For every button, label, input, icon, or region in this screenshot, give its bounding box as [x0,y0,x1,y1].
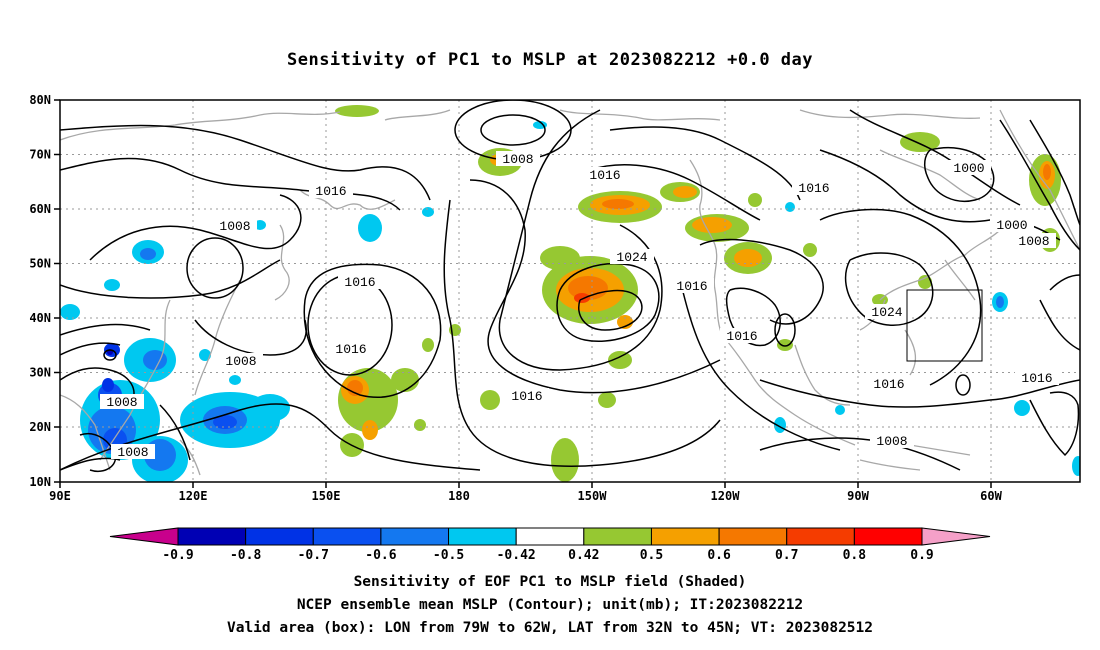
colorbar-label: 0.7 [775,548,798,563]
lon-label: 90E [49,489,71,503]
colorbar-swatch [515,527,585,546]
svg-text:1008: 1008 [219,219,250,234]
colorbar-label: 0.5 [640,548,663,563]
map-title: Sensitivity of PC1 to MSLP at 2023082212… [286,50,813,70]
svg-text:1008: 1008 [106,395,137,410]
contour-label: 1008 [111,444,155,460]
lon-label: 90W [847,489,869,503]
colorbar-left-arrow [109,527,179,546]
colorbar-label: -0.8 [230,548,261,563]
lon-label: 180 [448,489,470,503]
lat-label: 50N [29,257,51,271]
colorbar-swatch [650,527,720,546]
svg-text:1008: 1008 [502,152,533,167]
colorbar-swatch [245,527,314,546]
contour-labels: 1008 1016 1008 1008 1016 1016 1008 1008 … [100,151,1059,460]
svg-text:1016: 1016 [335,342,366,357]
svg-text:1016: 1016 [1021,371,1052,386]
colorbar: -0.9 -0.8 -0.7 -0.6 -0.5 -0.42 0.42 0.5 0.6 0.7 0.… [109,527,991,563]
svg-text:1016: 1016 [344,275,375,290]
colorbar-label: -0.7 [298,548,329,563]
colorbar-label: 0.42 [568,548,599,563]
colorbar-swatch [448,527,517,546]
contour-label: 1008 [496,151,540,167]
contour-label: 1008 [870,433,914,449]
contour-label: 1008 [213,218,257,234]
svg-text:1016: 1016 [798,181,829,196]
svg-text:1008: 1008 [1018,234,1049,249]
coastlines [60,109,1080,476]
longitude-labels: 90E 120E 150E 180 150W 120W 90W 60W [49,489,1002,503]
svg-text:1008: 1008 [876,434,907,449]
lon-label: 120W [711,489,741,503]
contour-label: 1016 [329,341,373,357]
lat-label: 40N [29,311,51,325]
sensitivity-shading [60,105,1080,482]
svg-text:1016: 1016 [676,279,707,294]
lon-label: 150E [312,489,341,503]
colorbar-swatch [380,527,450,546]
contour-label: 1000 [990,217,1034,233]
colorbar-label: -0.9 [162,548,193,563]
svg-text:1000: 1000 [996,218,1027,233]
colorbar-swatch [177,527,247,546]
contour-label: 1016 [670,278,714,294]
colorbar-label: -0.42 [497,548,536,563]
lat-label: 20N [29,420,51,434]
colorbar-label: 0.9 [910,548,933,563]
colorbar-label: 0.6 [707,548,731,563]
lat-label: 60N [29,202,51,216]
contour-label: 1024 [865,304,909,320]
svg-text:1016: 1016 [589,168,620,183]
svg-text:1024: 1024 [871,305,902,320]
contour-label: 1008 [100,394,144,410]
svg-text:1000: 1000 [953,161,984,176]
contour-label: 1016 [338,274,382,290]
lon-label: 60W [980,489,1002,503]
svg-text:1016: 1016 [315,184,346,199]
svg-text:1008: 1008 [225,354,256,369]
footer-line-1: Sensitivity of EOF PC1 to MSLP field (Sh… [353,574,747,590]
graticule [60,100,1080,482]
contour-label: 1016 [583,167,627,183]
colorbar-swatch [583,527,652,546]
axis-ticks [54,99,992,488]
contour-label: 1016 [309,183,353,199]
contour-label: 1016 [792,180,836,196]
map-frame [59,99,1081,483]
lat-label: 80N [29,93,51,107]
contour-label: 1000 [947,160,991,176]
footer-line-2: NCEP ensemble mean MSLP (Contour); unit(… [296,597,804,613]
lat-label: 30N [29,366,51,380]
colorbar-swatch [853,527,923,546]
svg-text:1024: 1024 [616,250,647,265]
lat-label: 10N [29,475,51,489]
contour-label: 1016 [867,376,911,392]
colorbar-label: 0.8 [843,548,867,563]
svg-text:1008: 1008 [117,445,148,460]
lon-label: 150W [578,489,608,503]
contour-label: 1008 [1012,233,1056,249]
lon-label: 120E [179,489,208,503]
footer-line-3: Valid area (box): LON from 79W to 62W, L… [226,620,873,636]
colorbar-swatch [312,527,382,546]
colorbar-swatch [718,527,788,546]
colorbar-label: -0.6 [365,548,396,563]
svg-text:1016: 1016 [873,377,904,392]
colorbar-swatch [786,527,855,546]
contour-label: 1016 [505,388,549,404]
colorbar-right-arrow [921,527,991,546]
contour-label: 1024 [610,249,654,265]
svg-text:1016: 1016 [511,389,542,404]
colorbar-label: -0.5 [433,548,464,563]
contour-label: 1008 [219,353,263,369]
latitude-labels: 80N 70N 60N 50N 40N 30N 20N 10N [29,93,51,489]
lat-label: 70N [29,148,51,162]
svg-text:1016: 1016 [726,329,757,344]
valid-area-box [906,289,983,362]
contour-label: 1016 [1015,370,1059,386]
contour-label: 1016 [720,328,764,344]
